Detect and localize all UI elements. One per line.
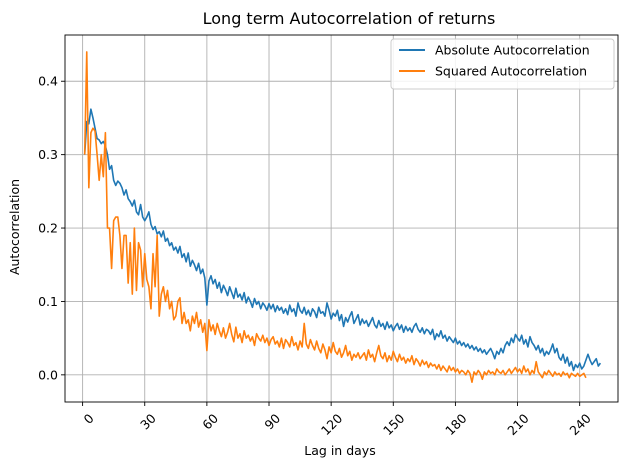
x-tick-label: 180 <box>442 411 470 439</box>
y-tick-label: 0.1 <box>38 294 58 309</box>
y-tick-label: 0.4 <box>38 74 58 89</box>
legend-label: Squared Autocorrelation <box>435 64 587 79</box>
y-axis-ticks: 0.0 0.1 0.2 0.3 0.4 <box>38 74 65 382</box>
x-tick-label: 30 <box>137 411 159 433</box>
series-line-1 <box>83 51 587 383</box>
chart-title: Long term Autocorrelation of returns <box>203 9 496 28</box>
x-tick-label: 240 <box>566 411 594 439</box>
x-axis-ticks: 0 30 60 90 120 150 180 210 240 <box>81 402 594 438</box>
y-tick-label: 0.3 <box>38 147 58 162</box>
x-axis-label: Lag in days <box>304 443 375 458</box>
legend-box <box>390 38 615 90</box>
x-tick-label: 210 <box>504 411 532 439</box>
series-layer <box>83 51 602 383</box>
y-tick-label: 0.2 <box>38 221 58 236</box>
y-tick-label: 0.0 <box>38 367 58 382</box>
series-line-0 <box>83 108 602 372</box>
x-tick-label: 120 <box>318 411 346 439</box>
x-tick-label: 150 <box>380 411 408 439</box>
x-tick-label: 60 <box>199 411 221 433</box>
plot-frame <box>64 34 619 403</box>
y-axis-label: Autocorrelation <box>7 179 22 275</box>
legend: Absolute Autocorrelation Squared Autocorr… <box>390 38 615 90</box>
legend-label: Absolute Autocorrelation <box>435 43 590 58</box>
x-tick-label: 0 <box>81 411 97 427</box>
x-tick-label: 90 <box>261 411 283 433</box>
